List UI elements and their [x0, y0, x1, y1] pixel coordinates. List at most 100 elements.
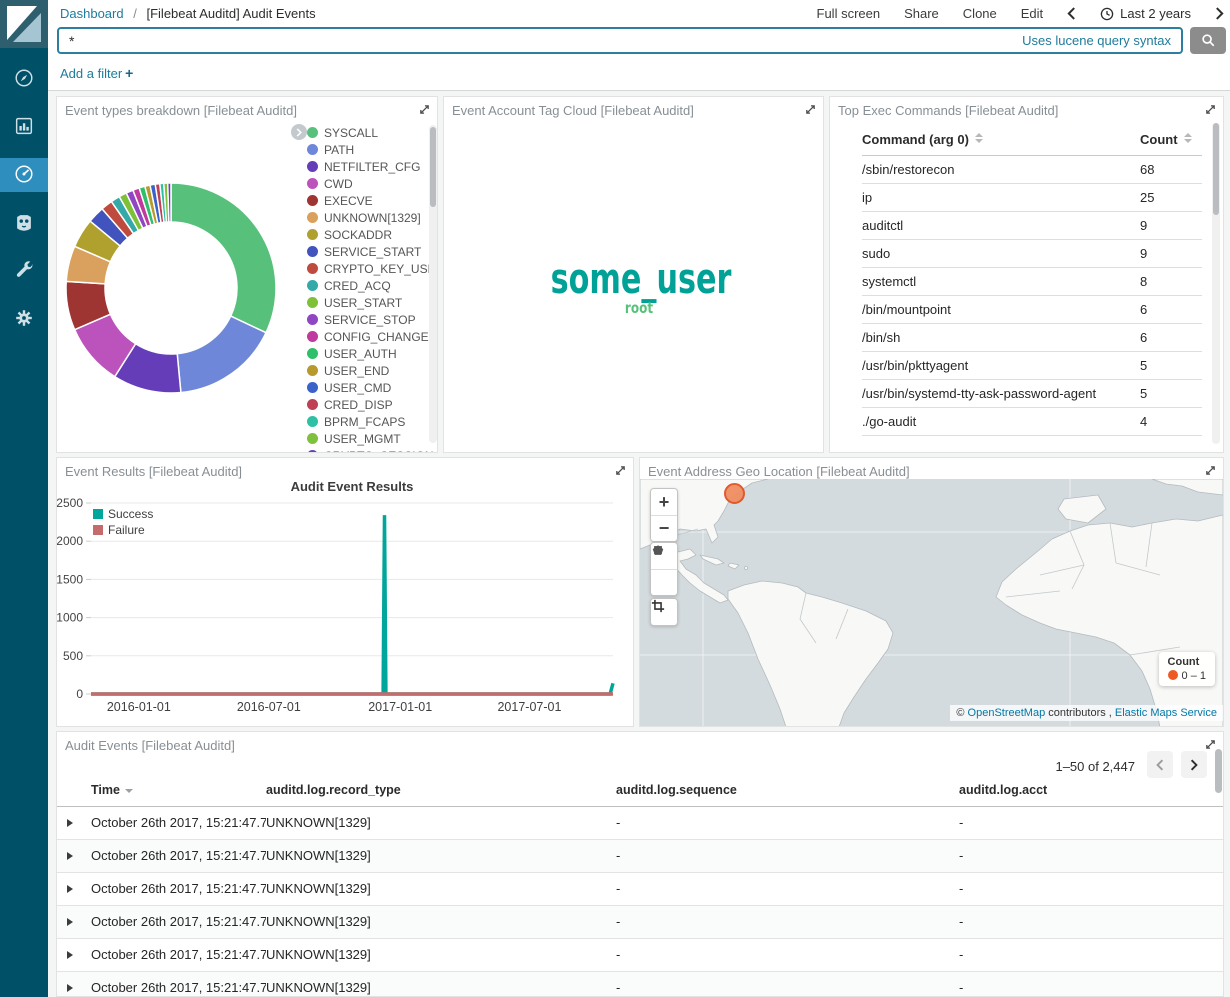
expand-panel-icon[interactable]: [419, 104, 430, 115]
command-cell[interactable]: /bin/mountpoint: [862, 295, 1140, 324]
world-map[interactable]: + − Count 0 – 1 © OpenStreetMap contribu…: [640, 479, 1223, 726]
legend-scrollbar-thumb[interactable]: [430, 127, 436, 207]
legend-item[interactable]: USER_END: [307, 362, 413, 379]
legend-item[interactable]: USER_AUTH: [307, 345, 413, 362]
command-cell[interactable]: ip: [862, 183, 1140, 212]
count-cell[interactable]: 5: [1140, 379, 1202, 408]
command-cell[interactable]: auditctl: [862, 211, 1140, 240]
legend-item[interactable]: EXECVE: [307, 192, 413, 209]
chart-legend-item[interactable]: Failure: [93, 522, 153, 538]
openstreetmap-link[interactable]: OpenStreetMap: [967, 707, 1046, 719]
zoom-out-button[interactable]: −: [651, 515, 677, 541]
pie-slice-PATH[interactable]: [176, 315, 268, 394]
tag-root[interactable]: root: [624, 299, 654, 317]
column-header-record-type[interactable]: auditd.log.record_type: [266, 774, 616, 807]
kibana-logo[interactable]: [0, 0, 48, 48]
command-cell[interactable]: /bin/sh: [862, 323, 1140, 352]
breadcrumb-dashboard-link[interactable]: Dashboard: [60, 6, 124, 21]
command-cell[interactable]: /usr/bin/pkttyagent: [862, 351, 1140, 380]
elastic-maps-service-link[interactable]: Elastic Maps Service: [1114, 707, 1217, 719]
table-row[interactable]: ./go-audit 4: [862, 407, 1202, 436]
legend-item[interactable]: UNKNOWN[1329]: [307, 209, 421, 226]
column-header-count[interactable]: Count: [1140, 125, 1202, 156]
search-button[interactable]: [1190, 27, 1226, 54]
column-header-sequence[interactable]: auditd.log.sequence: [616, 774, 959, 807]
legend-item[interactable]: USER_CMD: [307, 379, 413, 396]
count-cell[interactable]: 9: [1140, 211, 1202, 240]
command-cell[interactable]: sudo: [862, 239, 1140, 268]
expand-row-icon[interactable]: [67, 819, 73, 827]
expand-row-icon[interactable]: [67, 951, 73, 959]
time-picker-button[interactable]: Last 2 years: [1100, 6, 1191, 21]
count-cell[interactable]: 68: [1140, 155, 1202, 184]
query-input[interactable]: * Uses lucene query syntax: [57, 27, 1183, 54]
legend-item[interactable]: CRYPTO_SESSION: [307, 447, 434, 452]
sidebar-item-discover[interactable]: [0, 62, 48, 96]
sidebar-item-dashboard[interactable]: [0, 158, 48, 192]
count-cell[interactable]: 5: [1140, 351, 1202, 380]
expand-row-icon[interactable]: [67, 885, 73, 893]
table-row[interactable]: ip 25: [862, 183, 1202, 212]
legend-item[interactable]: SOCKADDR: [307, 226, 413, 243]
count-cell[interactable]: 25: [1140, 183, 1202, 212]
legend-item[interactable]: CRED_ACQ: [307, 277, 413, 294]
expand-row-icon[interactable]: [67, 984, 73, 992]
count-cell[interactable]: 9: [1140, 239, 1202, 268]
legend-item[interactable]: CRED_DISP: [307, 396, 413, 413]
lucene-syntax-link[interactable]: Uses lucene query syntax: [1022, 33, 1171, 48]
legend-item[interactable]: CRYPTO_KEY_USER: [307, 260, 437, 277]
count-cell[interactable]: 6: [1140, 323, 1202, 352]
table-row[interactable]: /usr/bin/systemd-tty-ask-password-agent 5: [862, 379, 1202, 408]
column-header-acct[interactable]: auditd.log.acct: [959, 774, 1223, 807]
count-cell[interactable]: 6: [1140, 295, 1202, 324]
expand-panel-icon[interactable]: [1205, 465, 1216, 476]
table-row[interactable]: /sbin/restorecon 68: [862, 155, 1202, 184]
expand-panel-icon[interactable]: [805, 104, 816, 115]
command-cell[interactable]: /usr/bin/systemd-tty-ask-password-agent: [862, 379, 1140, 408]
table-row[interactable]: systemctl 8: [862, 267, 1202, 296]
tag-some-user[interactable]: some_user: [550, 254, 732, 303]
table-row[interactable]: /bin/mountpoint 6: [862, 295, 1202, 324]
legend-item[interactable]: CWD: [307, 175, 413, 192]
column-header-command[interactable]: Command (arg 0): [862, 125, 1140, 156]
sidebar-item-timelion[interactable]: [0, 206, 48, 240]
command-cell[interactable]: /sbin/restorecon: [862, 155, 1140, 184]
legend-item[interactable]: BPRM_FCAPS: [307, 413, 413, 430]
legend-scrollbar-track[interactable]: [429, 125, 437, 443]
clone-button[interactable]: Clone: [962, 6, 997, 21]
legend-item[interactable]: USER_START: [307, 294, 413, 311]
legend-item[interactable]: SYSCALL: [307, 124, 413, 141]
legend-item[interactable]: NETFILTER_CFG: [307, 158, 420, 175]
zoom-in-button[interactable]: +: [651, 489, 677, 515]
table-row[interactable]: /usr/bin/pkttyagent 5: [862, 351, 1202, 380]
geo-point-marker[interactable]: [723, 483, 745, 505]
sidebar-item-dev-tools[interactable]: [0, 254, 48, 288]
command-cell[interactable]: systemctl: [862, 267, 1140, 296]
table-row[interactable]: auditctl 9: [862, 211, 1202, 240]
legend-collapse-button[interactable]: [291, 124, 307, 140]
count-cell[interactable]: 4: [1140, 407, 1202, 436]
time-forward-button[interactable]: [1215, 7, 1224, 20]
add-filter-link[interactable]: Add a filter +: [60, 65, 134, 81]
column-header-time[interactable]: Time: [91, 774, 266, 807]
count-cell[interactable]: 8: [1140, 267, 1202, 296]
expand-panel-icon[interactable]: [615, 465, 626, 476]
table-row[interactable]: sudo 9: [862, 239, 1202, 268]
expand-panel-icon[interactable]: [1205, 104, 1216, 115]
command-cell[interactable]: ./go-audit: [862, 407, 1140, 436]
table-row[interactable]: /bin/sh 6: [862, 323, 1202, 352]
chart-legend-item[interactable]: Success: [93, 506, 153, 522]
expand-panel-icon[interactable]: [1205, 739, 1216, 750]
legend-item[interactable]: SERVICE_START: [307, 243, 421, 260]
share-button[interactable]: Share: [904, 6, 939, 21]
panel-scrollbar-thumb[interactable]: [1215, 749, 1222, 793]
legend-item[interactable]: USER_MGMT: [307, 430, 413, 447]
full-screen-button[interactable]: Full screen: [816, 6, 881, 21]
legend-item[interactable]: PATH: [307, 141, 413, 158]
expand-row-icon[interactable]: [67, 852, 73, 860]
time-back-button[interactable]: [1067, 7, 1076, 20]
panel-scrollbar-track[interactable]: [1212, 123, 1220, 444]
sidebar-item-visualize[interactable]: [0, 110, 48, 144]
pie-slice-CRYPTO_SESSION[interactable]: [166, 182, 172, 223]
crop-button[interactable]: [651, 599, 677, 625]
